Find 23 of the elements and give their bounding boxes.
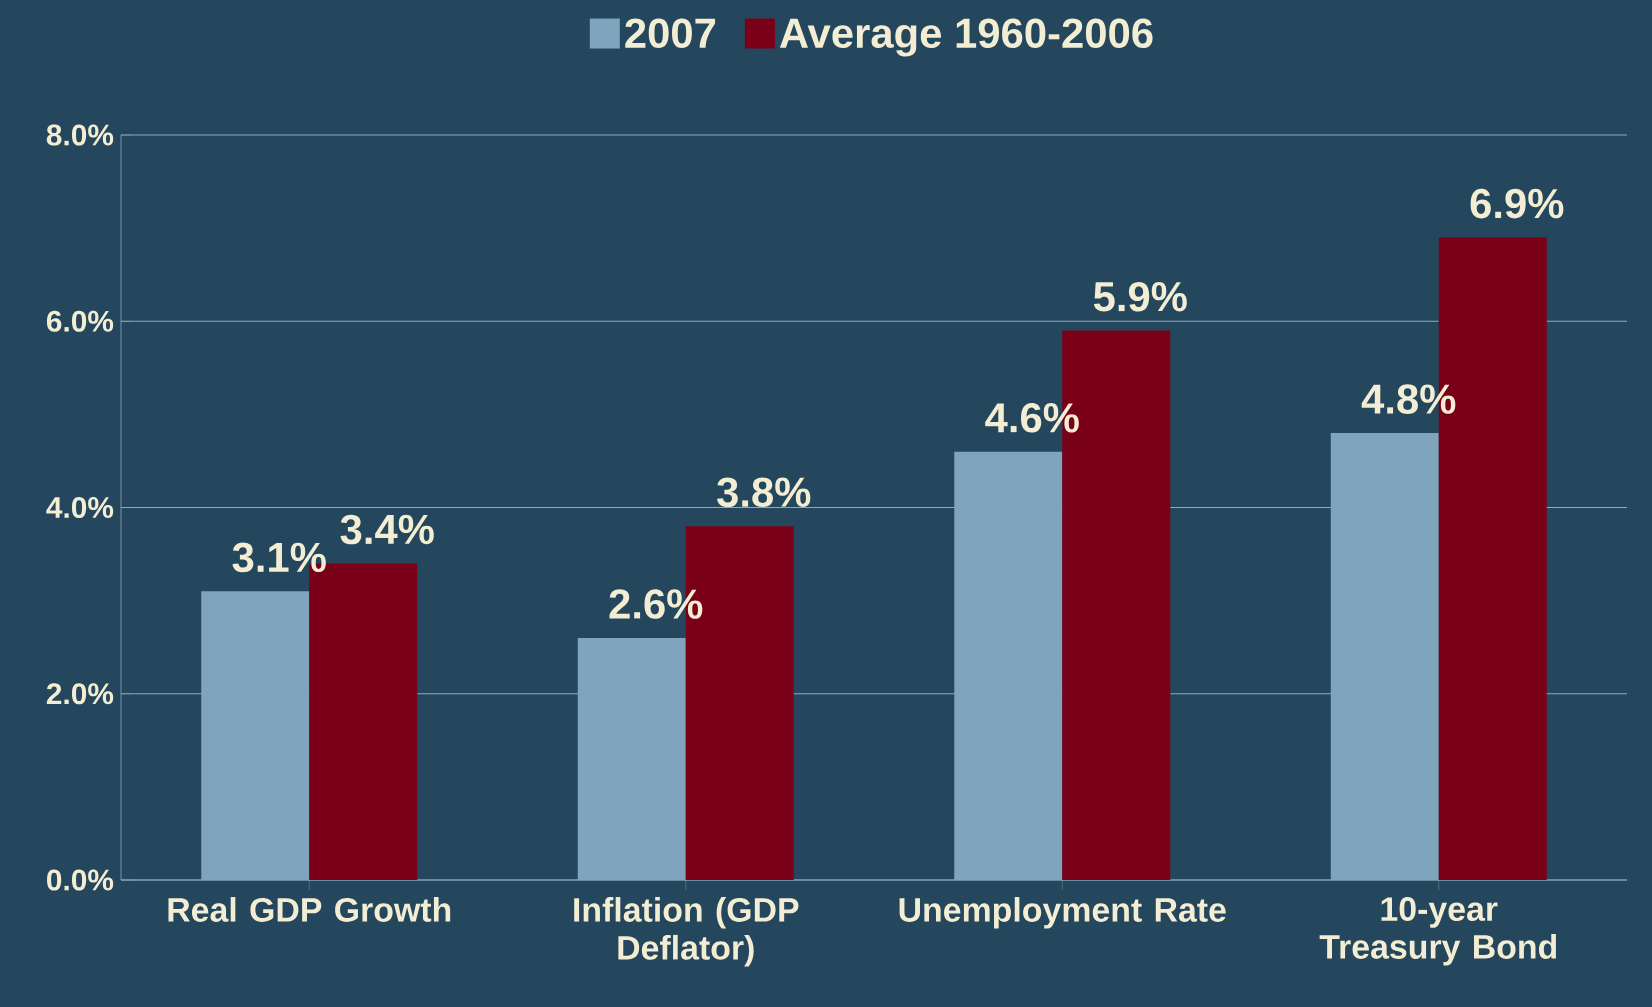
y-tick-label: 0.0%	[47, 869, 114, 891]
x-tick-label: Real GDP Growth	[168, 897, 451, 922]
legend-label: Average 1960-2006	[779, 18, 1153, 57]
y-tick-label: 4.0%	[46, 496, 114, 519]
data-label: 4.6%	[985, 402, 1079, 433]
data-label: 3.1%	[232, 542, 326, 573]
x-tick-label: 10-year Treasury Bond	[1319, 897, 1557, 966]
bar	[577, 637, 686, 880]
x-tick-label: Inflation (GDP Deflator)	[574, 897, 799, 967]
y-tick-label: 6.0%	[46, 310, 114, 332]
y-tick-label: 2.0%	[46, 683, 114, 705]
bar	[954, 451, 1063, 880]
data-label: 3.8%	[717, 477, 811, 508]
data-label: 3.4%	[340, 514, 434, 545]
data-label: 4.8%	[1361, 384, 1456, 414]
legend-label: 2007	[625, 18, 716, 49]
data-label: 5.9%	[1093, 281, 1187, 312]
x-tick-label: Unemployment Rate	[899, 897, 1226, 929]
y-tick-label: 8.0%	[46, 124, 114, 146]
data-label: 6.9%	[1470, 188, 1564, 219]
bar	[201, 591, 310, 880]
data-label: 2.6%	[609, 589, 703, 619]
bar	[1330, 433, 1439, 880]
